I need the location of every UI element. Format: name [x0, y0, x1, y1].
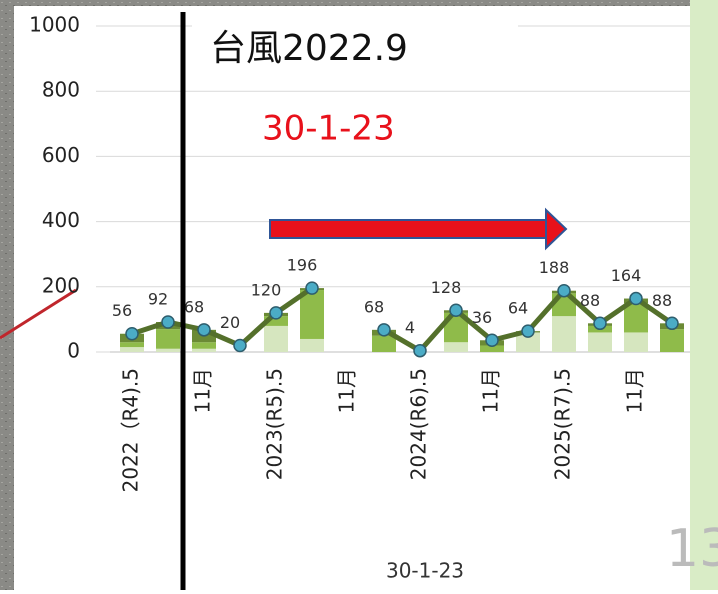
bar-segment	[264, 325, 288, 352]
bar-segment	[156, 329, 180, 349]
data-label: 20	[220, 313, 240, 332]
x-tick-label: 2022（R4).5	[119, 368, 143, 492]
x-tick-label: 2023(R5).5	[263, 368, 287, 480]
data-label: 56	[112, 301, 132, 320]
y-tick-label: 0	[67, 339, 80, 363]
bar-segment	[120, 342, 144, 348]
data-label: 120	[251, 280, 282, 299]
bar-segment	[300, 338, 324, 352]
line-marker	[665, 316, 679, 331]
data-label: 88	[580, 291, 600, 310]
line-marker	[269, 306, 283, 320]
side-panel	[690, 0, 718, 590]
y-tick-label: 800	[42, 78, 80, 102]
line-marker	[413, 343, 427, 358]
line-marker	[161, 315, 175, 329]
bar-segment	[480, 345, 504, 352]
bar-segment	[156, 348, 180, 352]
arrow-body	[269, 219, 547, 239]
page-number: 13	[666, 519, 718, 579]
y-tick-label: 200	[42, 273, 80, 297]
bar-segment	[120, 347, 144, 352]
bar-segment	[624, 332, 648, 352]
bar-segment	[192, 348, 216, 352]
data-label: 92	[148, 290, 168, 309]
chart-area	[14, 6, 690, 590]
data-label: 196	[287, 256, 318, 275]
x-tick-label: 2025(R7).5	[551, 368, 575, 480]
title-box	[192, 14, 518, 90]
data-label: 128	[431, 278, 462, 297]
bar-segment	[516, 332, 540, 352]
line-marker	[197, 323, 211, 337]
bar-segment	[588, 332, 612, 352]
line-marker	[485, 333, 499, 348]
y-tick-label: 400	[42, 208, 80, 232]
chart-title: 台風2022.9	[210, 28, 408, 69]
bar-segment	[264, 316, 288, 326]
data-label: 36	[472, 308, 492, 327]
data-label: 68	[364, 297, 384, 316]
x-tick-label: 11月	[623, 368, 647, 413]
x-tick-label: 11月	[479, 368, 503, 413]
line-marker	[521, 324, 535, 338]
arrow-head	[545, 207, 568, 251]
bar-segment	[444, 342, 468, 352]
y-tick-label: 1000	[29, 13, 80, 37]
line-marker	[305, 281, 319, 295]
bar-segment	[300, 290, 324, 339]
line-marker	[593, 316, 607, 331]
bar-segment	[660, 329, 684, 352]
x-tick-label: 2024(R6).5	[407, 368, 431, 480]
line-marker	[125, 326, 139, 341]
bar-segment	[552, 316, 576, 352]
line-marker	[233, 338, 247, 353]
data-label: 164	[611, 266, 642, 285]
x-tick-label: 11月	[191, 368, 215, 413]
line-marker	[377, 323, 391, 337]
data-label: 68	[184, 297, 204, 316]
bar-segment	[192, 342, 216, 349]
data-label: 188	[539, 258, 570, 277]
bar-segment	[372, 335, 396, 352]
y-tick-label: 600	[42, 143, 80, 167]
plot: 0 200 400 600 800 1000 2022（R4).5 11月 2023(R5).5…	[29, 13, 690, 492]
pointer-line	[0, 288, 77, 340]
line-marker	[557, 283, 571, 298]
x-axis-title: 30-1-23	[386, 559, 464, 583]
x-tick-label: 11月	[335, 368, 359, 413]
data-label: 64	[508, 299, 528, 318]
line-marker	[449, 303, 463, 318]
data-label: 88	[652, 291, 672, 310]
annotation: 30-1-23	[262, 109, 395, 149]
line-marker	[629, 291, 643, 306]
data-label: 4	[405, 318, 415, 337]
bar-segment	[624, 303, 648, 333]
